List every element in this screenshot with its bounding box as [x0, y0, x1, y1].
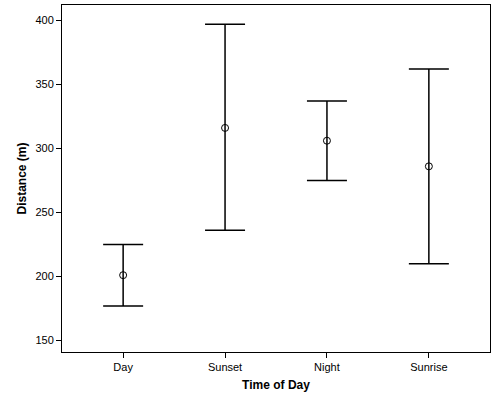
svg-text:Time of Day: Time of Day: [242, 378, 310, 392]
svg-text:150: 150: [35, 334, 53, 346]
svg-text:Night: Night: [314, 361, 340, 373]
svg-text:Sunset: Sunset: [208, 361, 242, 373]
svg-text:350: 350: [35, 78, 53, 90]
svg-text:300: 300: [35, 142, 53, 154]
svg-text:Day: Day: [113, 361, 133, 373]
svg-text:400: 400: [35, 14, 53, 26]
svg-text:200: 200: [35, 270, 53, 282]
svg-text:250: 250: [35, 206, 53, 218]
svg-text:Distance (m): Distance (m): [15, 142, 29, 214]
svg-text:Sunrise: Sunrise: [410, 361, 447, 373]
